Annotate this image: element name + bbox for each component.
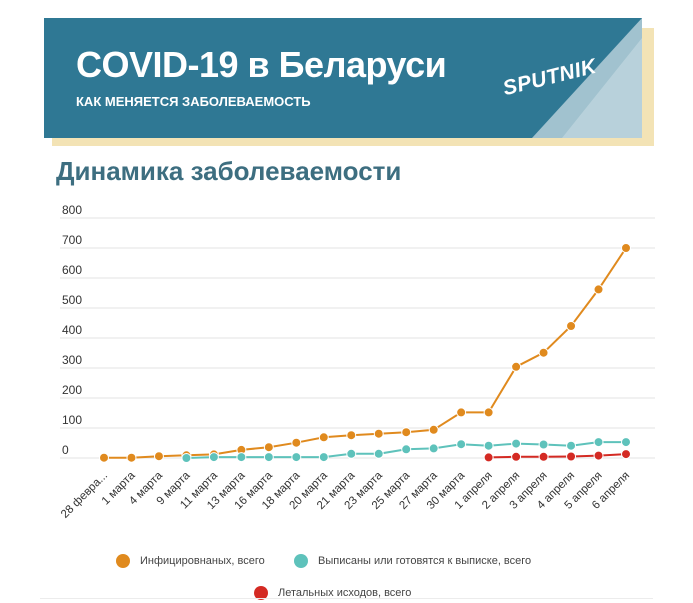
series-2-point-19	[621, 449, 631, 460]
y-tick-label-700: 700	[62, 233, 82, 247]
series-1-point-3	[181, 453, 192, 463]
series-0-point-12	[428, 424, 439, 435]
chart-legend: Инфицировнаных, всего Выписаны или готов…	[0, 540, 693, 603]
series-0-point-10	[373, 428, 384, 439]
header-banner: COVID-19 в Беларуси КАК МЕНЯЕТСЯ ЗАБОЛЕВ…	[44, 18, 654, 146]
legend-recovered-marker	[294, 554, 308, 568]
series-1-point-10	[373, 448, 384, 459]
y-tick-label-400: 400	[62, 323, 82, 337]
y-tick-label-800: 800	[62, 203, 82, 217]
legend-item-deaths: Летальных исходов, всего	[254, 586, 411, 600]
series-line-2	[488, 453, 627, 459]
series-0-point-2	[153, 451, 164, 462]
series-1-point-17	[566, 440, 577, 451]
series-0-point-7	[291, 437, 302, 448]
series-0-point-9	[346, 430, 357, 441]
series-1-point-12	[428, 443, 439, 454]
bottom-divider	[40, 598, 653, 599]
series-2-point-16	[538, 451, 549, 462]
series-0-point-1	[126, 452, 137, 463]
y-tick-label-300: 300	[62, 353, 82, 367]
legend-deaths-marker	[254, 586, 268, 600]
series-0-point-8	[318, 432, 329, 443]
series-0-point-0	[99, 452, 109, 463]
series-0-point-15	[511, 361, 522, 372]
series-0-point-11	[401, 427, 412, 438]
legend-recovered-label: Выписаны или готовятся к выписке, всего	[318, 555, 532, 567]
series-2-point-18	[593, 450, 604, 461]
legend-item-infected: Инфицировнаных, всего	[116, 554, 265, 568]
banner-subtitle: КАК МЕНЯЕТСЯ ЗАБОЛЕВАЕМОСТЬ	[76, 94, 311, 109]
banner-title: COVID-19 в Беларуси	[76, 44, 447, 85]
series-0-point-6	[263, 442, 274, 453]
series-2-point-15	[511, 451, 522, 462]
banner-panel: COVID-19 в Беларуси КАК МЕНЯЕТСЯ ЗАБОЛЕВ…	[44, 18, 642, 138]
series-0-point-14	[483, 407, 494, 418]
y-tick-label-500: 500	[62, 293, 82, 307]
series-1-point-11	[401, 444, 412, 455]
series-1-point-7	[291, 452, 302, 463]
series-1-point-8	[318, 452, 329, 463]
series-1-point-16	[538, 439, 549, 450]
series-1-point-14	[483, 440, 494, 451]
series-2-point-14	[483, 452, 494, 463]
sputnik-beam-icon	[532, 18, 642, 138]
series-0-point-17	[566, 321, 577, 331]
chart-title: Динамика заболеваемости	[56, 156, 402, 186]
y-tick-label-600: 600	[62, 263, 82, 277]
legend-infected-label: Инфицировнаных, всего	[140, 555, 265, 567]
series-0-point-18	[593, 284, 604, 295]
legend-infected-marker	[116, 554, 130, 568]
series-1-point-15	[511, 438, 522, 449]
y-tick-label-0: 0	[62, 443, 69, 457]
series-1-point-6	[263, 452, 274, 463]
series-1-point-4	[208, 452, 219, 463]
series-0-point-13	[456, 407, 467, 418]
y-tick-label-200: 200	[62, 383, 82, 397]
series-1-point-5	[236, 452, 247, 463]
series-1-point-13	[456, 439, 467, 450]
series-2-point-17	[566, 451, 577, 462]
series-0-point-16	[538, 347, 549, 358]
y-tick-label-100: 100	[62, 413, 82, 427]
legend-item-recovered: Выписаны или готовятся к выписке, всего	[294, 554, 531, 568]
series-1-point-9	[346, 448, 357, 459]
series-1-point-19	[621, 437, 631, 448]
series-1-point-18	[593, 437, 604, 448]
legend-deaths-label: Летальных исходов, всего	[278, 587, 412, 599]
series-0-point-19	[621, 243, 631, 253]
